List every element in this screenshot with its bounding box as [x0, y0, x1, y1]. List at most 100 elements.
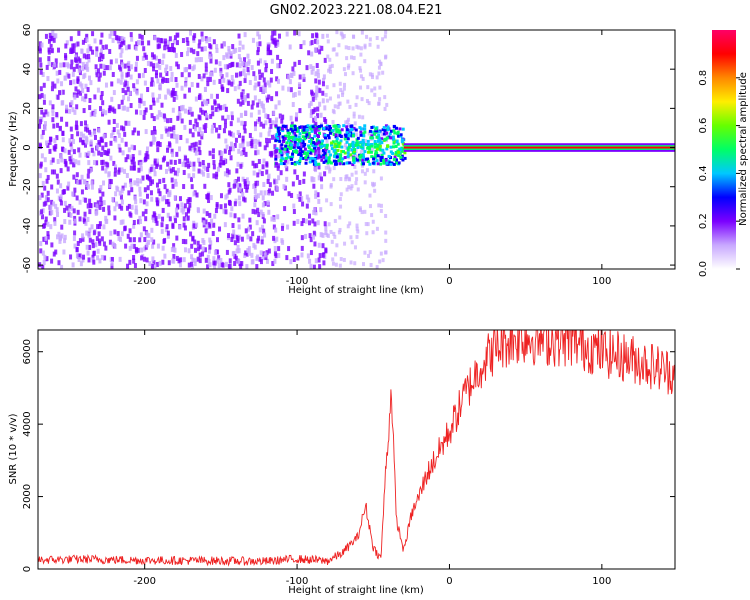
spectrogram-cell	[134, 199, 138, 205]
spectrogram-cell	[53, 217, 57, 223]
spectrogram-cell	[345, 125, 349, 129]
spectrogram-cell	[246, 247, 250, 253]
spectrogram-cell	[51, 117, 55, 123]
spectrogram-cell	[71, 262, 75, 268]
spectrogram-cell	[167, 126, 171, 132]
spectrogram-cell	[169, 66, 173, 72]
spectrogram-cell	[210, 93, 214, 99]
spectrogram-cell	[112, 160, 116, 166]
spectrogram-cell	[317, 131, 321, 135]
spectrogram-cell	[252, 71, 256, 77]
spectrogram-cell	[245, 264, 249, 269]
spectrogram-cell	[311, 109, 315, 115]
spectrogram-cell	[176, 115, 180, 121]
spectrogram-cell	[376, 145, 380, 149]
spectrogram-cell	[354, 102, 358, 107]
spectrogram-cell	[225, 72, 229, 78]
spectrogram-cell	[212, 160, 216, 166]
spectrogram-cell	[88, 244, 92, 250]
spectrogram-cell	[76, 89, 80, 95]
spectrogram-cell	[288, 131, 292, 135]
spectrogram-cell	[232, 229, 236, 235]
spectrogram-cell	[307, 144, 311, 148]
spectrogram-cell	[171, 223, 175, 229]
spectrogram-cell	[163, 45, 167, 51]
spectrogram-cell	[370, 72, 374, 77]
spectrogram-cell	[310, 176, 314, 182]
spectrogram-cell	[338, 227, 342, 232]
spectrogram-cell	[100, 137, 104, 143]
spectrogram-cell	[61, 137, 65, 143]
spectrogram-cell	[39, 248, 43, 254]
spectrogram-cell	[84, 135, 88, 141]
spectrogram-cell	[315, 63, 319, 69]
spectrogram-cell	[312, 146, 316, 150]
spectrogram-cell	[181, 161, 185, 167]
spectrogram-cell	[67, 73, 71, 79]
spectrogram-cell	[133, 86, 137, 92]
spectrogram-cell	[84, 184, 88, 190]
spectrogram-cell	[381, 128, 385, 132]
spectrogram-cell	[51, 107, 55, 113]
spectrogram-cell	[345, 128, 349, 132]
spectrogram-cell	[336, 148, 340, 152]
spectrogram-cell	[359, 85, 363, 90]
spectrogram-cell	[302, 125, 306, 129]
spectrogram-cell	[148, 176, 152, 182]
spectrogram-cell	[381, 70, 385, 75]
spectrogram-cell	[358, 206, 362, 211]
spectrogram-cell	[129, 154, 133, 160]
spectrogram-cell	[264, 113, 268, 119]
spectrogram-cell	[88, 105, 92, 111]
spectrogram-cell	[171, 46, 175, 52]
spectrogram-cell	[323, 171, 327, 177]
spectrogram-cell	[111, 241, 115, 247]
spectrogram-cell	[102, 241, 106, 247]
spectrogram-cell	[86, 216, 90, 222]
spectrogram-cell	[159, 72, 163, 78]
spectrogram-cell	[315, 33, 319, 39]
spectrogram-cell	[291, 152, 295, 156]
spectrogram-cell	[252, 170, 256, 176]
spectrogram-cell	[98, 204, 102, 210]
spectrogram-cell	[299, 152, 303, 156]
spectrogram-cell	[71, 43, 75, 49]
spectrogram-cell	[220, 150, 224, 156]
spectrogram-cell	[88, 129, 92, 135]
spectrogram-cell	[332, 159, 336, 163]
spectrogram-cell	[313, 38, 317, 44]
spectrogram-cell	[244, 61, 248, 67]
spectrogram-cell	[312, 183, 316, 189]
spectrogram-cell	[305, 194, 309, 200]
spectrogram-cell	[129, 103, 133, 109]
spectrogram-cell	[311, 149, 315, 153]
spectrogram-cell	[326, 39, 330, 44]
spectrogram-cell	[279, 59, 283, 65]
spectrogram-cell	[50, 86, 54, 92]
spectrogram-cell	[281, 149, 285, 155]
spectrogram-cell	[302, 144, 306, 148]
spectrogram-cell	[324, 225, 328, 231]
spectrogram-cell	[316, 126, 320, 132]
spectrogram-cell	[66, 166, 70, 172]
spectrogram-cell	[298, 125, 302, 129]
spectrogram-cell	[162, 113, 166, 119]
spectrogram-cell	[84, 54, 88, 60]
spectrogram-cell	[100, 200, 104, 206]
spectrogram-cell	[252, 183, 256, 189]
spectrogram-cell	[320, 158, 324, 162]
spectrogram-cell	[75, 63, 79, 69]
spectrogram-cell	[132, 83, 136, 89]
spectrogram-cell	[253, 202, 257, 208]
y-tick-label: 40	[22, 63, 33, 76]
spectrogram-cell	[84, 197, 88, 203]
spectrogram-cell	[198, 39, 202, 45]
spectrogram-cell	[118, 190, 122, 196]
spectrogram-cell	[208, 71, 212, 77]
spectrogram-cell	[347, 154, 351, 158]
spectrogram-cell	[98, 221, 102, 227]
spectrogram-cell	[129, 181, 133, 187]
spectrogram-cell	[225, 168, 229, 174]
spectrogram-cell	[134, 205, 138, 211]
spectrogram-cell	[102, 224, 106, 230]
